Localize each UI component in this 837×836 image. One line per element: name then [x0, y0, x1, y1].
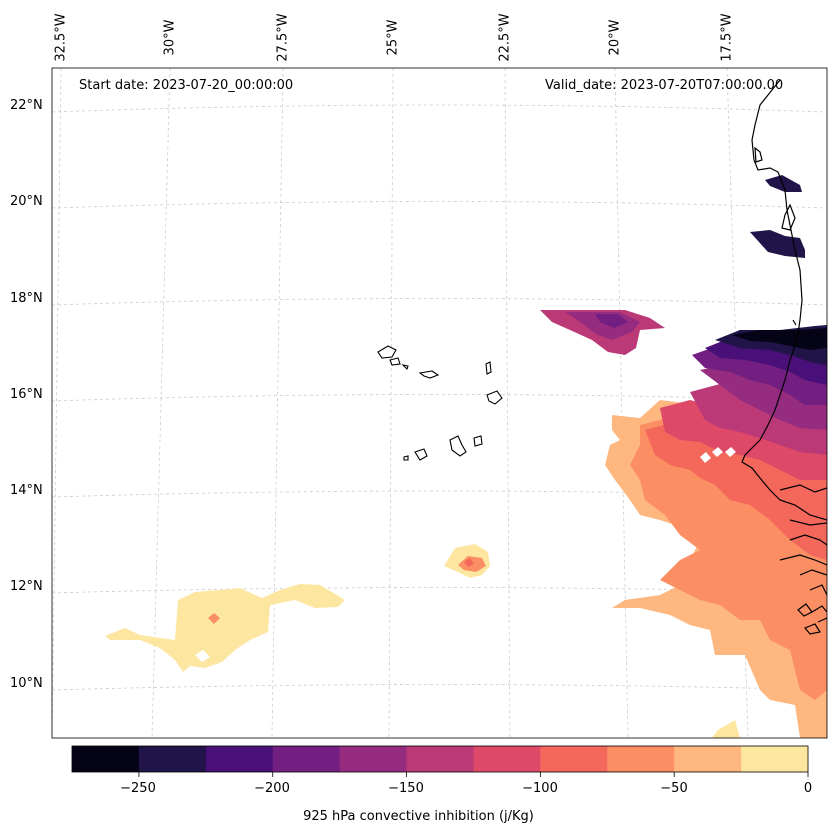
lat-label-14n: 14°N [10, 483, 43, 498]
coastlines [741, 79, 827, 635]
colorbar-swatch [138, 746, 207, 772]
colorbar-swatch [540, 746, 608, 772]
lat-label-22n: 22°N [10, 98, 43, 113]
cin-contours [105, 175, 827, 738]
lat-label-10n: 10°N [10, 676, 43, 691]
colorbar-tick-neg250: −250 [120, 781, 156, 796]
cin-gap-3 [725, 447, 736, 457]
lat-label-20n: 20°N [10, 194, 43, 209]
colorbar-swatch [406, 746, 474, 772]
lat-label-18n: 18°N [10, 291, 43, 306]
colorbar-tick-neg150: −150 [388, 781, 424, 796]
colorbar-tick-neg50: −50 [660, 781, 688, 796]
map-frame [51, 67, 828, 739]
cin-streak-north-core [595, 314, 628, 328]
cin-gap-2 [712, 447, 723, 457]
cin-patch-west-gap [195, 650, 210, 662]
lat-label-12n: 12°N [10, 579, 43, 594]
colorbar-swatch [205, 746, 274, 772]
start-date-label: Start date: 2023-07-20_00:00:00 [79, 78, 294, 93]
colorbar-tick-neg200: −200 [254, 781, 290, 796]
cin-patch-west-core [208, 613, 220, 624]
colorbar-frame [71, 745, 809, 773]
map-panel [51, 67, 828, 739]
valid-date-label: Valid_date: 2023-07-20T07:00:00.00 [545, 78, 784, 93]
colorbar-tick-neg100: −100 [522, 781, 558, 796]
lat-label-16n: 16°N [10, 387, 43, 402]
colorbar-swatch [339, 746, 408, 772]
colorbar [71, 745, 809, 777]
cin-patch-west [105, 584, 345, 672]
colorbar-swatch [72, 746, 140, 772]
cin-patch-north-2 [750, 230, 805, 258]
colorbar-swatch [272, 746, 341, 772]
colorbar-swatch [674, 746, 742, 772]
colorbar-swatch [607, 746, 675, 772]
colorbar-tick-0: 0 [803, 781, 813, 796]
colorbar-title: 925 hPa convective inhibition (j/Kg) [303, 809, 534, 824]
gridlines [52, 68, 827, 738]
cape-verde-islands [377, 345, 503, 461]
cin-field-east-core [732, 328, 827, 350]
cin-patch-mid-center [464, 558, 474, 567]
colorbar-swatch [473, 746, 541, 772]
cin-gap-1 [700, 452, 711, 463]
cin-patch-north-1 [765, 175, 802, 192]
cin-patch-south [712, 720, 740, 738]
colorbar-swatch [741, 746, 809, 772]
